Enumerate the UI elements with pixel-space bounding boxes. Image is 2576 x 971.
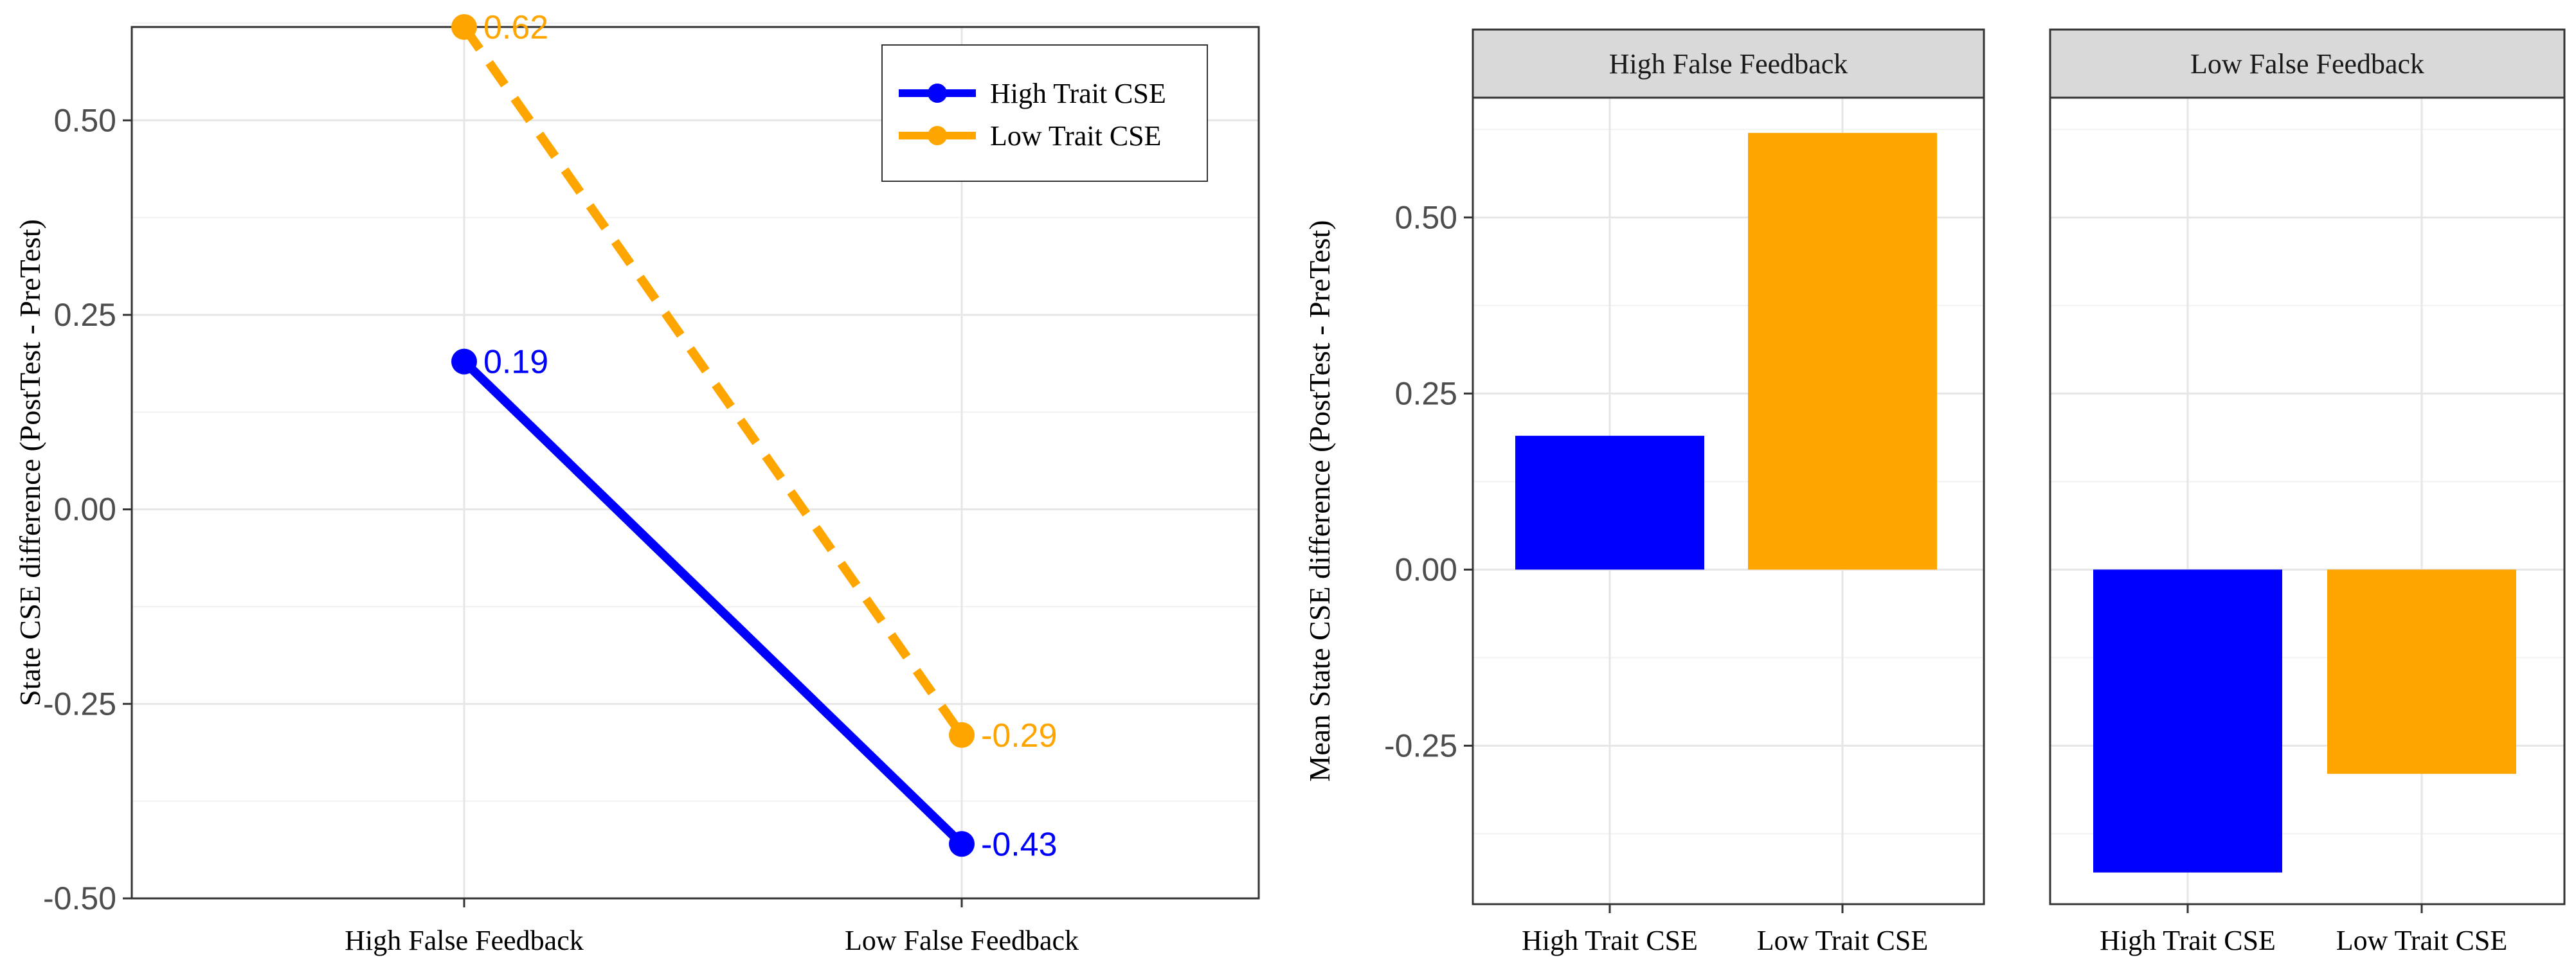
series-line-0 [461,358,965,848]
right-y-tick-label: 0.50 [1395,199,1457,235]
data-label: 0.19 [483,344,548,381]
series-point [949,722,975,748]
left-y-tick-label: 0.25 [54,297,116,333]
bar [2093,569,2282,873]
bar [1515,436,1704,570]
left-y-tick-label: 0.00 [54,492,116,528]
data-label: -0.43 [981,826,1058,863]
legend-entry: High Trait CSE [990,78,1166,109]
series-line-1 [460,24,966,738]
left-y-tick-label: 0.50 [54,102,116,138]
legend: High Trait CSE Low Trait CSE [881,44,1208,182]
legend-entry: Low Trait CSE [990,120,1162,152]
series-point [451,14,477,40]
facet-panel-border [1472,96,1985,905]
right-x-tick-label: High Trait CSE [2100,925,2276,956]
right-y-tick-label: 0.25 [1395,375,1457,411]
left-y-tick-label: -0.50 [43,880,116,916]
legend-key-point [928,84,947,103]
left-y-axis-label: State CSE difference (PostTest - PreTest… [14,219,46,706]
series-point [949,831,975,857]
legend-box [881,44,1208,182]
bar [2327,569,2516,774]
right-x-tick-label: Low Trait CSE [2336,925,2508,956]
left-x-tick-label: Low False Feedback [845,925,1079,956]
data-label: 0.62 [483,9,548,46]
right-x-tick-label: High Trait CSE [1522,925,1698,956]
series-point [451,348,477,375]
left-y-tick-label: -0.25 [43,686,116,722]
data-label: -0.29 [981,717,1058,754]
left-panel-border [131,26,1260,900]
right-x-tick-label: Low Trait CSE [1757,925,1929,956]
right-y-tick-label: 0.00 [1395,551,1457,587]
right-y-tick-label: -0.25 [1384,727,1457,763]
left-x-tick-label: High False Feedback [345,925,583,956]
facet-strip-label: High False Feedback [1609,48,1848,80]
legend-key-point [928,126,947,145]
right-y-axis-label: Mean State CSE difference (PostTest - Pr… [1303,220,1336,781]
facet-panel-border [2049,96,2566,905]
facet-strip-label: Low False Feedback [2190,48,2424,80]
facet-strip [1472,28,1985,99]
bar [1748,132,1937,570]
